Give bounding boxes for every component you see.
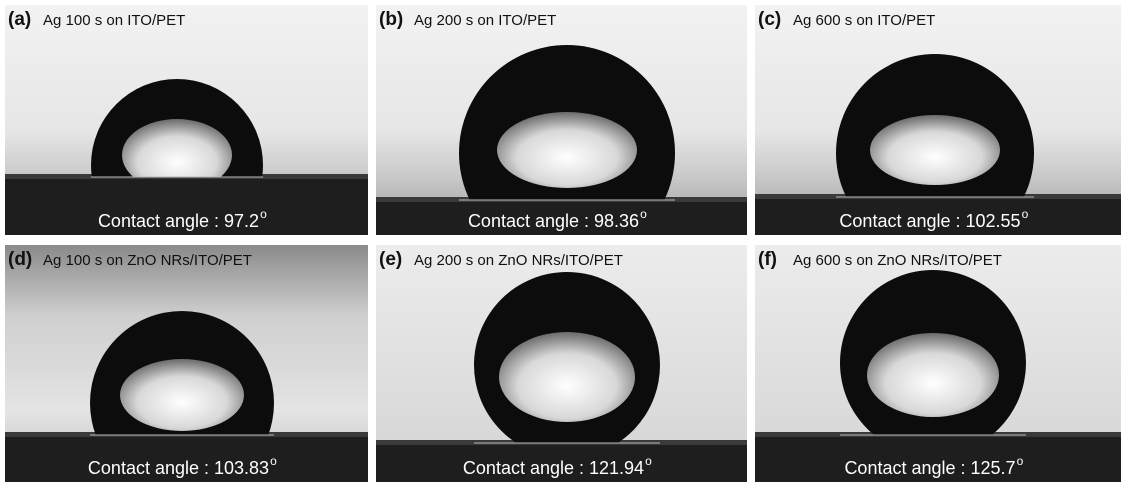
droplet-highlight xyxy=(497,112,637,188)
droplet xyxy=(840,270,1026,456)
degree-sign: o xyxy=(640,207,647,221)
panel: (c) Ag 600 s on ITO/PET Contact angle : 10… xyxy=(755,5,1121,252)
panel-tag: (e) xyxy=(379,249,402,270)
panel: (f) Ag 600 s on ZnO NRs/ITO/PET Contact an… xyxy=(755,245,1121,482)
contact-angle: Contact angle : 103.83 xyxy=(88,458,269,478)
contact-angle: Contact angle : 125.7 xyxy=(844,458,1015,478)
panel-caption: Ag 600 s on ZnO NRs/ITO/PET xyxy=(793,252,1002,269)
panel-caption: Ag 600 s on ITO/PET xyxy=(793,12,935,29)
droplet-highlight xyxy=(499,332,635,422)
droplet xyxy=(474,272,660,458)
contact-angle: Contact angle : 98.36 xyxy=(468,211,639,231)
panel-caption: Ag 100 s on ZnO NRs/ITO/PET xyxy=(43,252,252,269)
droplet-highlight xyxy=(867,333,999,417)
contact-angle: Contact angle : 121.94 xyxy=(463,458,644,478)
degree-sign: o xyxy=(260,207,267,221)
photo xyxy=(376,245,747,482)
panel-tag: (a) xyxy=(8,9,31,30)
degree-sign: o xyxy=(645,454,652,468)
photo xyxy=(5,245,368,482)
panel-tag: (c) xyxy=(758,9,781,30)
contact-angle: Contact angle : 97.2 xyxy=(98,211,259,231)
panel-caption: Ag 200 s on ITO/PET xyxy=(414,12,556,29)
panel-tag: (d) xyxy=(8,249,32,270)
contact-angle: Contact angle : 102.55 xyxy=(839,211,1020,231)
panel: (b) Ag 200 s on ITO/PET Contact angle : 98… xyxy=(376,5,747,261)
degree-sign: o xyxy=(1022,207,1029,221)
degree-sign: o xyxy=(270,454,277,468)
photo xyxy=(755,245,1121,482)
panel-caption: Ag 100 s on ITO/PET xyxy=(43,12,185,29)
figure: (a) Ag 100 s on ITO/PET Contact angle : 97… xyxy=(0,0,1121,482)
panel-caption: Ag 200 s on ZnO NRs/ITO/PET xyxy=(414,252,623,269)
degree-sign: o xyxy=(1017,454,1024,468)
droplet-highlight xyxy=(870,115,1000,185)
panel-tag: (f) xyxy=(758,249,777,270)
panel: (e) Ag 200 s on ZnO NRs/ITO/PET Contact an… xyxy=(376,245,747,482)
panel-tag: (b) xyxy=(379,9,403,30)
panel: (a) Ag 100 s on ITO/PET Contact angle : 97… xyxy=(5,5,368,251)
droplet-highlight xyxy=(120,359,244,431)
panel: (d) Ag 100 s on ZnO NRs/ITO/PET Contact an… xyxy=(5,245,368,482)
